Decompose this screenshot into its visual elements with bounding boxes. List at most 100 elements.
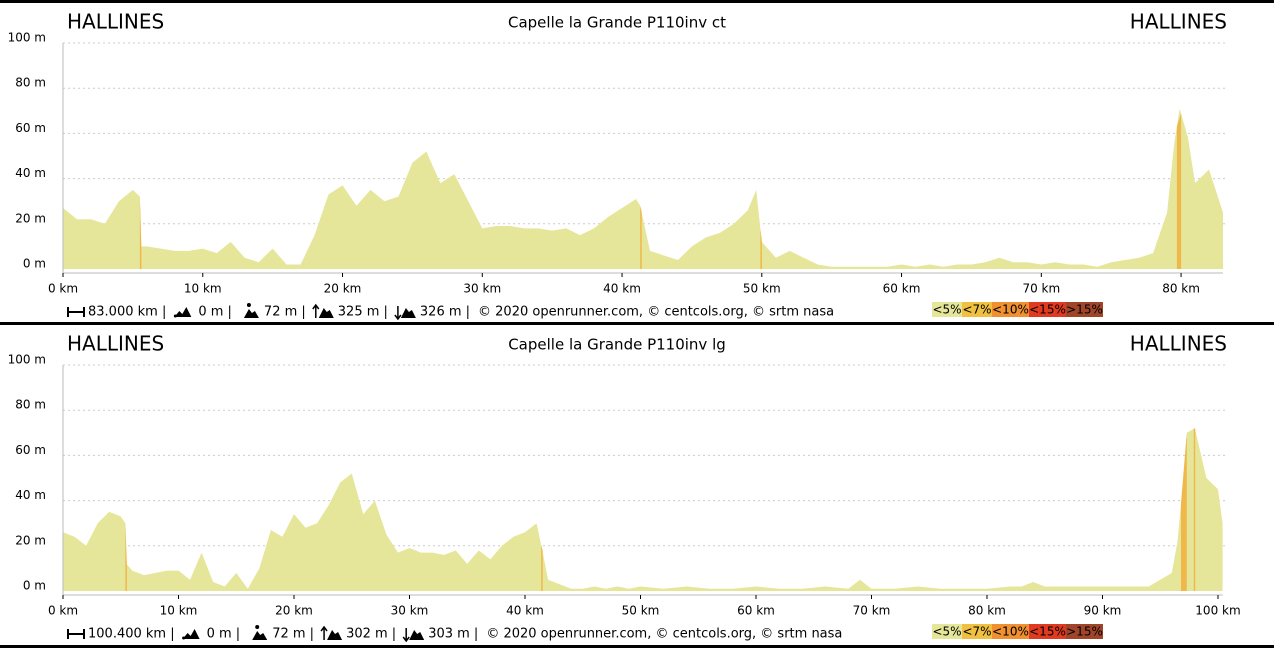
y-tick-label: 40 m — [15, 166, 46, 180]
icon-max-dot — [246, 303, 251, 307]
y-tick-label: 100 m — [8, 353, 46, 367]
x-tick-label: 10 km — [184, 282, 222, 296]
start-label: HALLINES — [67, 10, 164, 34]
footer-item: 0 m | — [198, 305, 232, 320]
steep-section — [541, 544, 543, 591]
legend-label: <7% — [962, 625, 991, 639]
x-tick-label: 90 km — [1084, 604, 1122, 618]
icon-down — [402, 628, 410, 643]
legend-swatch — [932, 302, 962, 317]
x-tick-label: 80 km — [968, 604, 1006, 618]
y-tick-label: 20 m — [15, 533, 46, 547]
y-tick-label: 60 m — [15, 121, 46, 135]
icon-min — [174, 307, 192, 317]
icon-up — [320, 625, 328, 640]
legend-swatch — [1029, 302, 1066, 317]
steep-section — [1176, 113, 1182, 269]
legend-label: <10% — [992, 625, 1029, 639]
panel: Capelle la Grande P110inv lg HALLINES HALL… — [8, 332, 1241, 643]
y-tick-label: 80 m — [15, 76, 46, 90]
legend-label: <15% — [1029, 625, 1066, 639]
icon-down — [394, 306, 402, 321]
x-tick-label: 100 km — [1195, 604, 1240, 618]
footer-item: 72 m | — [272, 627, 314, 642]
footer-item: 326 m | — [420, 305, 470, 320]
steep-section — [1181, 432, 1187, 591]
x-tick-label: 20 km — [324, 282, 362, 296]
x-tick-label: 10 km — [160, 604, 198, 618]
legend-label: <15% — [1029, 303, 1066, 317]
legend-label: >15% — [1066, 303, 1103, 317]
x-tick-label: 50 km — [743, 282, 781, 296]
x-tick-label: 20 km — [275, 604, 313, 618]
steep-section — [125, 523, 127, 591]
y-tick-label: 0 m — [23, 257, 46, 271]
footer-item: 303 m | — [428, 627, 478, 642]
legend-swatch — [1066, 302, 1103, 317]
icon-min-dot — [173, 314, 177, 318]
footer-item: 72 m | — [264, 305, 306, 320]
x-tick-label: 0 km — [48, 604, 78, 618]
x-tick-label: 60 km — [883, 282, 921, 296]
chart-title: Capelle la Grande P110inv lg — [508, 336, 726, 354]
icon-distance — [67, 307, 85, 317]
icon-max — [252, 631, 268, 640]
footer-item: 0 m | — [207, 627, 241, 642]
y-tick-label: 40 m — [15, 488, 46, 502]
chart-title: Capelle la Grande P110inv ct — [508, 14, 726, 32]
legend-label: <7% — [962, 303, 991, 317]
icon-down-m — [409, 630, 425, 640]
y-tick-label: 100 m — [8, 31, 46, 45]
legend-swatch — [992, 302, 1029, 317]
icon-down-m — [400, 308, 416, 318]
elevation-area — [63, 428, 1223, 591]
border — [0, 645, 1274, 648]
icon-max — [243, 309, 259, 318]
footer-item: 302 m | — [346, 627, 396, 642]
steep-section — [1193, 428, 1196, 591]
legend-swatch — [962, 624, 992, 639]
icon-up — [312, 303, 320, 318]
border — [0, 322, 1274, 325]
y-tick-label: 20 m — [15, 211, 46, 225]
icon-distance — [67, 629, 85, 639]
x-tick-label: 30 km — [463, 282, 501, 296]
legend-swatch — [992, 624, 1029, 639]
x-tick-label: 0 km — [48, 282, 78, 296]
x-tick-label: 50 km — [622, 604, 660, 618]
legend-label: >15% — [1066, 625, 1103, 639]
footer-item: © 2020 openrunner.com, © centcols.org, ©… — [486, 627, 842, 642]
legend-swatch — [1066, 624, 1103, 639]
y-tick-label: 0 m — [23, 579, 46, 593]
y-tick-label: 60 m — [15, 443, 46, 457]
x-tick-label: 40 km — [506, 604, 544, 618]
elevation-area — [63, 108, 1223, 269]
x-tick-label: 30 km — [391, 604, 429, 618]
footer-item: © 2020 openrunner.com, © centcols.org, ©… — [478, 305, 834, 320]
start-label: HALLINES — [67, 332, 164, 356]
icon-up-m — [318, 308, 334, 318]
icon-up-m — [327, 630, 343, 640]
footer-item: 100.400 km | — [88, 627, 175, 642]
end-label: HALLINES — [1130, 10, 1227, 34]
legend-label: <5% — [932, 625, 961, 639]
icon-min-dot — [182, 636, 186, 640]
x-tick-label: 70 km — [853, 604, 891, 618]
footer-item: 325 m | — [338, 305, 388, 320]
legend-swatch — [932, 624, 962, 639]
icon-min — [182, 629, 200, 639]
x-tick-label: 80 km — [1162, 282, 1200, 296]
x-tick-label: 60 km — [737, 604, 775, 618]
legend-label: <10% — [992, 303, 1029, 317]
legend-swatch — [1029, 624, 1066, 639]
legend-label: <5% — [932, 303, 961, 317]
border — [0, 0, 1274, 3]
legend-swatch — [962, 302, 992, 317]
steep-section — [139, 196, 142, 269]
steep-section — [640, 205, 642, 269]
end-label: HALLINES — [1130, 332, 1227, 356]
footer-item: 83.000 km | — [88, 305, 166, 320]
steep-section — [760, 228, 762, 269]
x-tick-label: 70 km — [1022, 282, 1060, 296]
